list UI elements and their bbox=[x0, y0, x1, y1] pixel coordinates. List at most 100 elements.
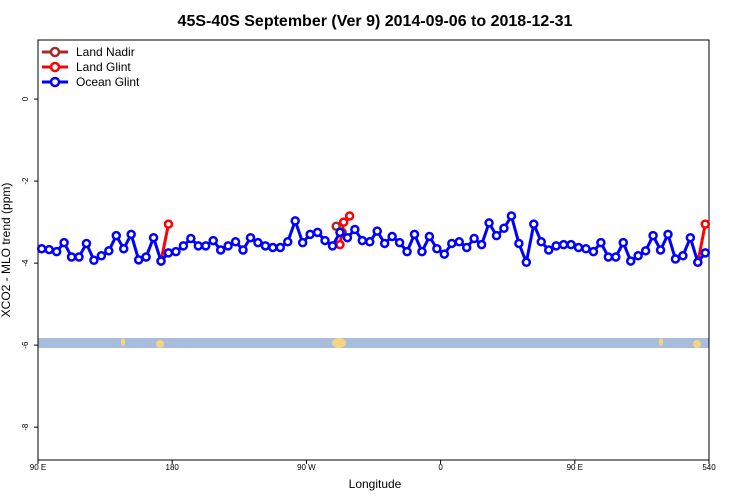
data-point bbox=[260, 241, 271, 251]
data-point bbox=[685, 232, 696, 243]
data-point bbox=[230, 237, 241, 247]
y-tick-label: -2 bbox=[21, 177, 30, 185]
data-point bbox=[223, 241, 233, 251]
data-point bbox=[201, 241, 211, 251]
x-tick-label: 540 bbox=[702, 463, 716, 472]
data-point bbox=[372, 226, 382, 236]
y-tick-label: 0 bbox=[21, 96, 30, 101]
data-point bbox=[521, 257, 532, 268]
data-point bbox=[104, 246, 114, 256]
data-point bbox=[655, 245, 666, 255]
data-point bbox=[208, 235, 218, 246]
data-point bbox=[141, 252, 151, 262]
data-point bbox=[126, 229, 136, 240]
x-tick-label: 90 W bbox=[297, 463, 316, 472]
data-point bbox=[96, 250, 107, 261]
legend-marker bbox=[49, 61, 61, 73]
data-point bbox=[596, 237, 606, 248]
data-point bbox=[163, 248, 174, 258]
y-axis-label: XCO2 - MLO trend (ppm) bbox=[0, 183, 13, 318]
data-point bbox=[297, 237, 308, 248]
data-point bbox=[447, 238, 457, 249]
legend-label: Land Glint bbox=[76, 60, 131, 74]
data-point bbox=[238, 245, 248, 255]
data-point bbox=[365, 237, 375, 247]
data-point bbox=[312, 227, 323, 238]
data-point bbox=[499, 223, 509, 234]
data-point bbox=[51, 246, 62, 257]
data-point bbox=[633, 250, 643, 261]
data-point bbox=[625, 256, 636, 266]
data-point bbox=[148, 232, 159, 243]
x-tick-label: 180 bbox=[166, 463, 180, 472]
data-point bbox=[387, 231, 397, 242]
data-point bbox=[536, 237, 546, 247]
data-point bbox=[171, 246, 181, 257]
data-point bbox=[543, 245, 554, 255]
data-point bbox=[350, 224, 360, 235]
data-point bbox=[66, 252, 77, 262]
data-point bbox=[566, 239, 576, 250]
data-point bbox=[439, 249, 450, 259]
y-tick-label: -4 bbox=[21, 259, 30, 267]
data-point bbox=[603, 252, 614, 262]
legend-marker bbox=[49, 76, 61, 88]
land-strip bbox=[38, 338, 709, 348]
data-point bbox=[327, 241, 338, 251]
data-point bbox=[74, 252, 84, 262]
data-point bbox=[36, 244, 47, 254]
legend-label: Ocean Glint bbox=[76, 75, 140, 89]
data-point bbox=[409, 229, 420, 240]
data-point bbox=[245, 232, 256, 243]
data-point bbox=[424, 231, 435, 242]
x-tick-label: 0 bbox=[438, 463, 443, 472]
x-axis-label: Longitude bbox=[349, 477, 402, 491]
data-point bbox=[342, 232, 353, 243]
data-point bbox=[402, 246, 412, 257]
data-point bbox=[693, 257, 703, 268]
data-point bbox=[133, 255, 144, 265]
data-point bbox=[215, 245, 226, 255]
data-point bbox=[700, 219, 711, 229]
data-point bbox=[506, 211, 517, 221]
data-point bbox=[491, 230, 502, 241]
data-point bbox=[663, 229, 673, 240]
chart-title: 45S-40S September (Ver 9) 2014-09-06 to … bbox=[178, 13, 573, 30]
data-point bbox=[417, 246, 427, 257]
data-point bbox=[648, 230, 658, 241]
data-point bbox=[700, 248, 711, 258]
data-point bbox=[111, 230, 122, 241]
data-point bbox=[454, 237, 464, 247]
data-point bbox=[514, 238, 524, 249]
data-point bbox=[573, 242, 584, 253]
data-point bbox=[461, 242, 472, 253]
data-point bbox=[320, 235, 330, 246]
data-point bbox=[283, 237, 293, 247]
data-point bbox=[344, 211, 355, 221]
data-point bbox=[268, 242, 278, 253]
data-point bbox=[290, 216, 300, 226]
plot-frame bbox=[37, 39, 710, 461]
series-line bbox=[696, 223, 707, 263]
x-tick-label: 90 E bbox=[567, 463, 583, 472]
data-point bbox=[338, 217, 349, 227]
data-point bbox=[476, 239, 487, 250]
data-point bbox=[178, 241, 189, 251]
data-point bbox=[484, 218, 494, 228]
data-point bbox=[357, 235, 368, 246]
data-point bbox=[89, 255, 99, 266]
series-line bbox=[159, 223, 170, 262]
legend-label: Land Nadir bbox=[76, 45, 135, 59]
data-point bbox=[670, 254, 681, 264]
data-point bbox=[335, 239, 345, 250]
data-point bbox=[588, 246, 599, 257]
data-point bbox=[44, 244, 54, 255]
data-point bbox=[118, 244, 129, 254]
data-point bbox=[678, 250, 688, 261]
y-tick-label: -6 bbox=[21, 341, 30, 349]
data-point bbox=[581, 244, 591, 254]
data-point bbox=[59, 237, 69, 248]
data-point bbox=[640, 246, 651, 256]
